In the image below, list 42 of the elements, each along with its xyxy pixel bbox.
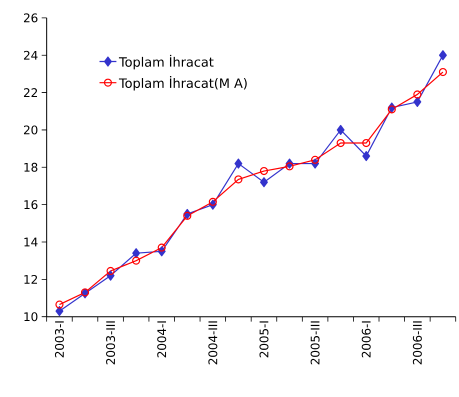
y-tick-label: 10: [24, 312, 38, 322]
y-tick-label: 24: [24, 50, 38, 60]
point: [183, 212, 192, 220]
x-tick-label: 2005-III: [310, 321, 320, 364]
x-tick-label: 2005-I: [259, 321, 268, 358]
x-tick-label: 2003-III: [106, 321, 116, 364]
y-tick-label: 18: [24, 162, 38, 172]
point: [56, 306, 64, 316]
y-tick-label: 12: [24, 274, 38, 284]
point: [234, 158, 242, 169]
point: [208, 198, 217, 206]
x-tick-label: 2004-III: [208, 321, 218, 364]
y-tick-label: 22: [24, 88, 38, 97]
point: [362, 138, 370, 148]
point: [285, 162, 294, 170]
point: [234, 175, 242, 184]
x-tick-label: 2006-I: [362, 321, 371, 358]
x-tick-label: 2003-I: [54, 321, 64, 358]
point: [260, 166, 268, 176]
point: [362, 150, 370, 162]
point: [336, 138, 345, 148]
point: [132, 248, 140, 258]
point: [438, 68, 447, 76]
x-tick-label: 2004-I: [157, 321, 166, 358]
point: [413, 90, 422, 98]
point: [388, 105, 396, 114]
point: [55, 300, 64, 309]
y-tick-label: 26: [24, 13, 38, 22]
point: [158, 243, 166, 252]
point: [311, 156, 320, 164]
point: [106, 266, 115, 275]
legend-label: Toplam İhracat(M A): [118, 76, 247, 90]
point: [336, 124, 345, 135]
point: [438, 50, 447, 60]
y-tick-label: 16: [24, 200, 38, 210]
point: [260, 177, 268, 188]
point: [132, 256, 140, 265]
point: [413, 96, 422, 107]
legend-label: Toplam İhracat: [118, 54, 214, 70]
y-tick-label: 20: [24, 125, 38, 134]
x-tick-label: 2006-III: [412, 321, 422, 364]
y-tick-label: 14: [24, 238, 38, 246]
